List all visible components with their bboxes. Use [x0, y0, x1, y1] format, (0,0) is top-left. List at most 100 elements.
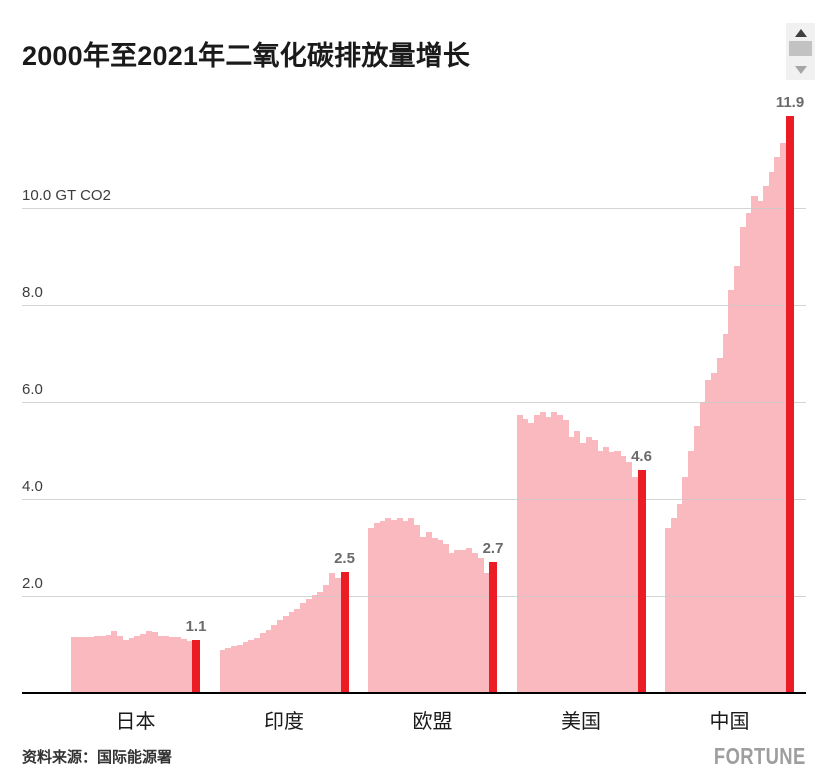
- area-step: [631, 477, 638, 693]
- final-year-bar: [340, 571, 349, 693]
- area-step: [186, 640, 193, 693]
- area-step: [739, 227, 747, 693]
- area-step: [533, 415, 540, 693]
- area-step: [437, 540, 444, 693]
- area-step: [145, 630, 153, 693]
- area-step: [688, 450, 695, 693]
- area-step: [745, 212, 752, 693]
- gridline: [22, 208, 806, 209]
- area-step: [305, 599, 313, 693]
- area-step: [242, 642, 249, 693]
- area-step: [379, 520, 386, 693]
- area-step: [477, 558, 484, 693]
- area-step: [334, 578, 341, 693]
- area-step: [757, 200, 764, 693]
- area-step: [402, 520, 409, 693]
- area-step: [248, 640, 255, 693]
- area-step: [82, 636, 89, 693]
- final-value-label: 11.9: [775, 93, 805, 111]
- area-step: [545, 416, 552, 693]
- area-step: [408, 518, 415, 693]
- area-step: [614, 450, 621, 693]
- area-step: [168, 636, 176, 693]
- area-step: [676, 503, 683, 693]
- area-step: [294, 608, 301, 693]
- gridline: [22, 305, 806, 306]
- area-step: [317, 591, 324, 693]
- area-step: [105, 634, 112, 693]
- final-year-bar: [637, 469, 646, 693]
- area-step: [620, 456, 627, 693]
- area-step: [259, 633, 266, 693]
- area-step: [734, 266, 741, 693]
- area-step: [111, 631, 118, 693]
- area-step: [157, 635, 164, 693]
- area-step: [705, 380, 712, 693]
- area-step: [391, 519, 398, 693]
- category-label: 欧盟: [412, 711, 453, 733]
- area-step: [219, 649, 226, 693]
- area-step: [768, 171, 775, 693]
- area-step: [94, 636, 101, 693]
- area-step: [117, 635, 124, 693]
- area-step: [300, 603, 307, 693]
- data-source-label: 资料来源：国际能源署: [22, 749, 173, 766]
- area-step: [271, 625, 278, 693]
- area-step: [711, 372, 718, 693]
- area-step: [288, 611, 295, 693]
- area-step: [774, 157, 781, 693]
- area-step: [682, 477, 689, 693]
- area-step: [670, 518, 677, 693]
- chart-title: 2000年至2021年二氧化碳排放量增长: [22, 41, 471, 71]
- y-tick-label: 10.0 GT CO2: [22, 187, 111, 204]
- gridline: [22, 596, 806, 597]
- category-label: 日本: [115, 711, 156, 733]
- area-step: [368, 528, 375, 693]
- area-step: [254, 638, 261, 693]
- area-step: [579, 443, 587, 693]
- area-step: [99, 635, 106, 693]
- area-step: [597, 450, 604, 693]
- area-step: [323, 584, 330, 693]
- final-value-label: 2.5: [334, 549, 355, 567]
- scrollbar[interactable]: [786, 23, 815, 80]
- area-step: [71, 636, 78, 693]
- area-step: [625, 461, 633, 693]
- area-step: [265, 629, 272, 693]
- area-step: [522, 419, 529, 693]
- area-step: [722, 334, 729, 693]
- gridline: [22, 499, 806, 500]
- area-step: [122, 639, 129, 693]
- area-step: [591, 439, 598, 693]
- area-step: [585, 436, 592, 693]
- category-label: 印度: [264, 711, 304, 733]
- area-step: [128, 637, 135, 693]
- area-step: [460, 549, 467, 693]
- category-label: 美国: [561, 711, 601, 733]
- area-step: [465, 548, 473, 693]
- scroll-thumb[interactable]: [789, 41, 812, 56]
- area-step: [483, 572, 490, 693]
- area-step: [414, 524, 421, 693]
- area-step: [311, 595, 318, 693]
- scroll-down-arrow-icon[interactable]: [794, 66, 807, 74]
- area-step: [180, 638, 187, 693]
- area-step: [396, 518, 403, 693]
- area-step: [762, 186, 770, 693]
- area-step: [728, 290, 735, 693]
- gridline: [22, 402, 806, 403]
- area-step: [608, 451, 615, 693]
- area-step: [551, 412, 558, 693]
- area-step: [431, 537, 438, 693]
- area-step: [574, 431, 581, 693]
- area-step: [134, 636, 141, 693]
- area-step: [556, 415, 563, 693]
- area-step: [539, 412, 546, 693]
- scroll-up-arrow-icon[interactable]: [794, 29, 807, 37]
- final-value-label: 1.1: [185, 617, 207, 635]
- area-step: [693, 426, 700, 693]
- area-step: [751, 195, 758, 693]
- area-step: [231, 645, 238, 693]
